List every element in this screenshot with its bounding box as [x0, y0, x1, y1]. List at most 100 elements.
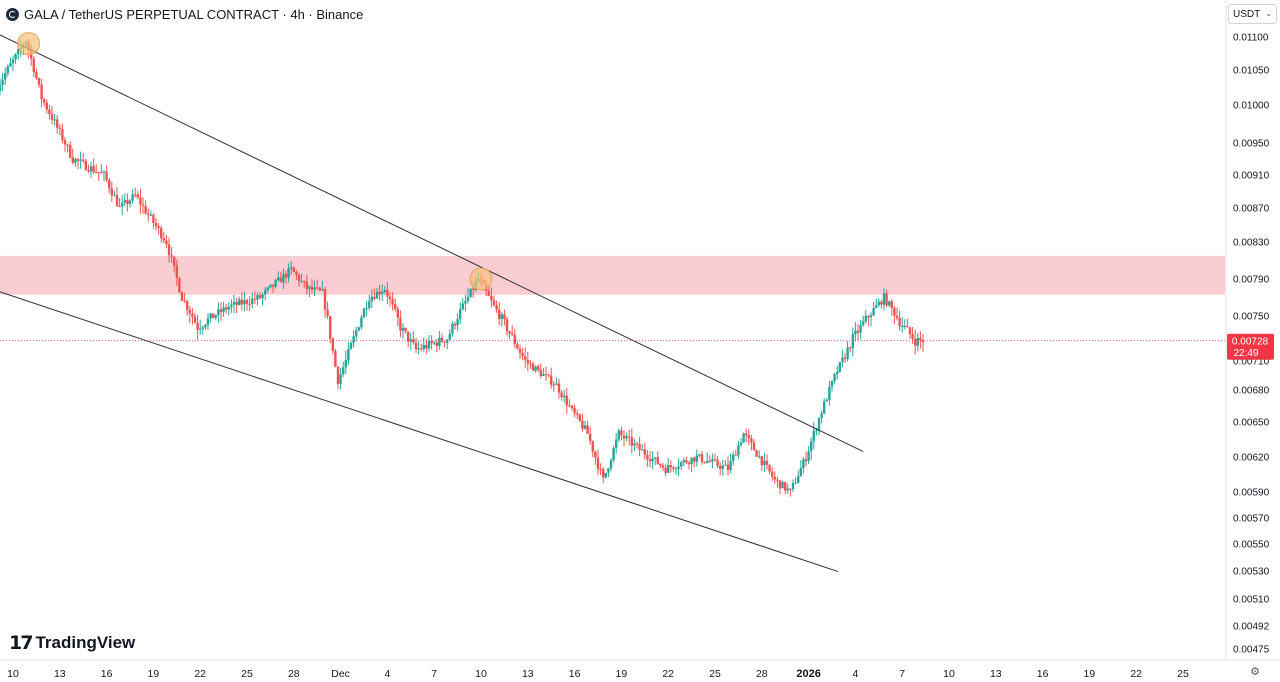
candle-body [11, 59, 15, 64]
gear-icon[interactable]: ⚙ [1250, 666, 1260, 678]
candle-body [118, 205, 121, 207]
candle-body [339, 374, 342, 384]
candle-body [674, 468, 678, 470]
candle-body [828, 386, 831, 400]
candle-body [391, 299, 394, 305]
candle-body [625, 436, 628, 439]
candle-body [178, 278, 181, 293]
candle-body [758, 456, 761, 458]
candle-body [635, 443, 639, 445]
candle-body [885, 293, 888, 306]
candle-body [495, 305, 498, 310]
x-tick-label: 28 [756, 668, 768, 680]
candle-body [253, 298, 256, 300]
lower-trendline[interactable] [0, 291, 839, 573]
candle-body [630, 437, 633, 446]
candle-body [365, 307, 368, 309]
candle-body [713, 459, 717, 461]
candle-body [425, 344, 428, 349]
candle-body [14, 54, 17, 60]
candle-body [505, 319, 509, 332]
y-tick-label: 0.00590 [1233, 488, 1270, 499]
candle-body [271, 284, 275, 287]
x-tick-label: 22 [194, 668, 206, 680]
candle-body [908, 327, 912, 335]
candle-body [854, 330, 857, 335]
candle-body [193, 316, 197, 323]
candle-body [269, 284, 272, 288]
x-tick-label: 2026 [796, 668, 820, 680]
candle-body [695, 455, 698, 462]
candle-body [487, 290, 490, 296]
candle-body [911, 334, 914, 340]
candle-body [492, 300, 496, 306]
candle-body [399, 317, 402, 331]
candle-body [851, 334, 854, 349]
candle-body [414, 342, 418, 350]
y-tick-label: 0.01050 [1233, 66, 1270, 77]
candle-body [409, 339, 412, 342]
y-axis[interactable]: 0.01100 0.01050 0.01000 0.00950 0.00910 0.008… [1225, 0, 1270, 660]
candle-body [568, 405, 571, 407]
candle-body [225, 307, 228, 310]
y-tick-label: 0.00750 [1233, 312, 1270, 323]
tradingview-logo[interactable]: 17 TradingView [9, 632, 135, 654]
candle-body [786, 488, 789, 491]
candle-body [336, 366, 340, 384]
candle-body [342, 367, 345, 375]
candle-body [841, 357, 844, 363]
candle-body [856, 330, 860, 333]
candle-countdown: 22:49 [1233, 348, 1258, 359]
candle-body [661, 465, 665, 468]
candle-body [274, 280, 277, 287]
upper-trendline[interactable] [0, 34, 864, 452]
x-tick-label: 10 [943, 668, 955, 680]
candle-body [191, 313, 194, 317]
candle-body [791, 483, 795, 490]
candle-body [836, 371, 839, 375]
y-tick-label: 0.00510 [1233, 595, 1270, 606]
candle-body [906, 325, 909, 328]
candle-body [573, 408, 576, 414]
candle-body [128, 200, 132, 204]
candle-body [752, 442, 756, 451]
x-tick-label: 16 [1037, 668, 1049, 680]
y-tick-label: 0.00790 [1233, 275, 1270, 286]
candle-body [50, 114, 54, 121]
candle-body [544, 374, 548, 376]
candle-body [846, 347, 849, 360]
candle-body [245, 300, 249, 304]
candle-body [734, 454, 737, 456]
currency-select[interactable]: USDT ⌄ [1228, 4, 1277, 24]
candle-body [914, 339, 917, 346]
candle-body [466, 296, 470, 302]
chart-header: GALA / TetherUS PERPETUAL CONTRACT · 4h … [6, 5, 363, 23]
candle-body [763, 460, 766, 466]
candle-body [297, 274, 301, 282]
candle-body [71, 157, 74, 163]
candle-body [326, 309, 329, 317]
candle-body [742, 433, 745, 443]
y-tick-label: 0.00620 [1233, 453, 1270, 464]
candle-body [134, 194, 137, 196]
x-tick-label: 13 [54, 668, 66, 680]
x-axis[interactable]: 10 13 16 19 22 25 28 Dec 4 7 10 13 16 19 22 25 28 2026 4 7 1… [0, 659, 1280, 680]
candle-body [373, 296, 376, 299]
candle-body [919, 338, 922, 341]
candle-body [212, 313, 215, 318]
candle-body [334, 351, 337, 367]
candle-body [706, 460, 709, 463]
candle-body [386, 289, 389, 297]
currency-value: USDT [1233, 8, 1261, 20]
candle-body [451, 323, 454, 334]
candle-body [40, 84, 43, 100]
candle-body [318, 287, 321, 291]
candle-body [92, 166, 95, 172]
candle-body [838, 362, 841, 372]
candle-body [396, 308, 399, 318]
candle-body [773, 476, 776, 480]
candle-body [682, 460, 685, 463]
candle-body [612, 447, 615, 461]
